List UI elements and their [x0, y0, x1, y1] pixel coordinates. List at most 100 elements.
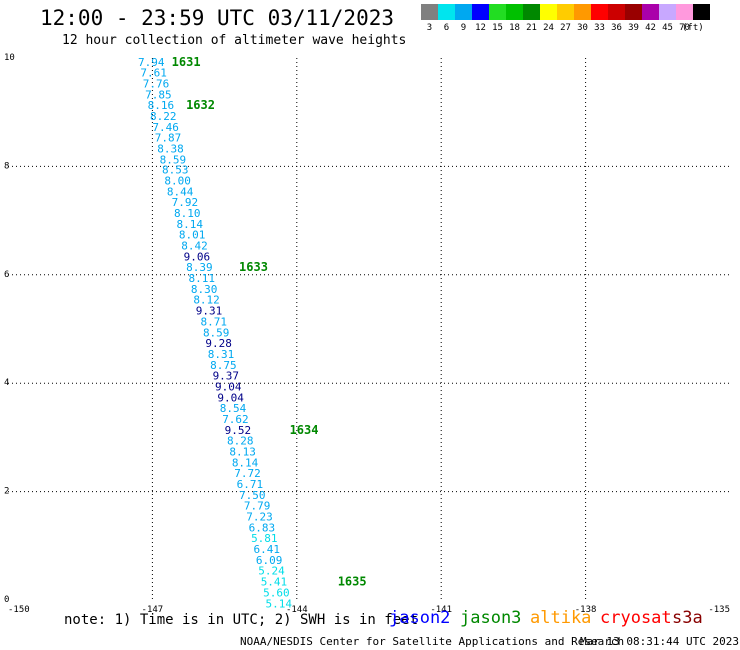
wave-height-label: 7.85: [145, 88, 172, 101]
wave-height-label: 7.76: [143, 77, 170, 90]
wave-height-label: 8.59: [160, 153, 187, 166]
legend-label: 39: [628, 23, 639, 33]
legend-swatch: [421, 4, 438, 20]
x-tick-label: -135: [708, 605, 730, 615]
legend-swatch: [676, 4, 693, 20]
legend-swatch: [642, 4, 659, 20]
legend-swatch: [625, 4, 642, 20]
legend-label: 45: [662, 23, 673, 33]
wave-height-label: 8.38: [157, 143, 184, 156]
wave-height-label: 9.37: [213, 370, 240, 383]
legend-label: 36: [611, 23, 622, 33]
wave-height-label: 9.31: [196, 305, 223, 318]
wave-height-label: 7.72: [234, 467, 261, 480]
satellite-cryosat: cryosat: [600, 608, 672, 628]
wave-height-label: 7.46: [152, 121, 179, 134]
wave-height-label: 8.00: [164, 174, 191, 187]
wave-height-label: 8.71: [201, 315, 228, 328]
wave-height-label: 6.83: [249, 521, 276, 534]
legend-swatch: [455, 4, 472, 20]
legend-label: 24: [543, 23, 554, 33]
satellite-altika: altika: [530, 608, 592, 628]
wave-height-label: 9.28: [205, 337, 232, 350]
legend-swatch: [506, 4, 523, 20]
wave-height-label: 6.41: [253, 543, 279, 556]
legend-swatch: [591, 4, 608, 20]
generated-timestamp: Mar 13 08:31:44 UTC 2023: [580, 635, 739, 648]
chart-subtitle: 12 hour collection of altimeter wave hei…: [62, 33, 407, 48]
legend-swatch: [489, 4, 506, 20]
time-label: 1632: [186, 98, 215, 112]
x-tick-label: -144: [286, 605, 308, 615]
wave-height-label: 7.79: [244, 500, 271, 513]
legend-swatch: [438, 4, 455, 20]
wave-height-label: 8.75: [210, 359, 237, 372]
wave-height-label: 8.30: [191, 283, 218, 296]
wave-height-label: 7.94: [138, 56, 165, 69]
y-tick-label: 6: [4, 270, 9, 280]
legend-label: 42: [645, 23, 656, 33]
wave-height-label: 8.53: [162, 164, 189, 177]
wave-height-label: 7.61: [140, 67, 167, 80]
credit-text: NOAA/NESDIS Center for Satellite Applica…: [240, 635, 625, 648]
legend-label: 12: [475, 23, 486, 33]
y-tick-label: 8: [4, 161, 9, 171]
legend-swatch: [523, 4, 540, 20]
time-label: 1634: [290, 423, 319, 437]
y-tick-label: 10: [4, 53, 15, 63]
wave-height-label: 6.09: [256, 554, 282, 567]
legend-label: 15: [492, 23, 503, 33]
x-tick-label: -138: [575, 605, 597, 615]
y-tick-label: 0: [4, 595, 9, 605]
wave-height-label: 5.60: [263, 586, 290, 599]
legend-swatch: [557, 4, 574, 20]
x-tick-label: -141: [430, 605, 452, 615]
wave-height-label: 8.13: [229, 445, 256, 458]
wave-height-label: 5.24: [258, 565, 285, 578]
wave-height-label: 8.14: [232, 456, 259, 469]
wave-height-label: 8.22: [150, 110, 177, 123]
legend-swatch: [608, 4, 625, 20]
wave-height-label: 8.28: [227, 435, 254, 448]
legend-swatch: [659, 4, 676, 20]
legend-label: 9: [460, 23, 467, 33]
time-label: 1633: [239, 260, 268, 274]
wave-height-label: 8.31: [208, 348, 235, 361]
legend-label: 3: [426, 23, 433, 33]
y-tick-label: 2: [4, 487, 9, 497]
wave-height-label: 8.12: [193, 294, 220, 307]
legend-label: 70: [679, 23, 690, 33]
wave-height-label: 8.59: [203, 326, 230, 339]
wave-height-label: 7.50: [239, 489, 265, 502]
wave-height-label: 5.81: [251, 532, 278, 545]
wave-height-label: 8.10: [174, 207, 201, 220]
footer-note: note: 1) Time is in UTC; 2) SWH is in fe…: [64, 612, 419, 628]
wave-height-label: 9.52: [225, 424, 252, 437]
wave-height-label: 8.11: [189, 272, 216, 285]
satellite-s3a: s3a: [672, 608, 703, 628]
satellite-jason3: jason3: [460, 608, 522, 628]
legend-swatch: [574, 4, 591, 20]
y-tick-label: 4: [4, 378, 9, 388]
time-label: 1635: [338, 575, 367, 589]
wave-height-label: 8.44: [167, 185, 194, 198]
wave-height-label: 7.62: [222, 413, 249, 426]
legend-label: 33: [594, 23, 605, 33]
wave-height-label: 6.71: [237, 478, 264, 491]
legend-label: 27: [560, 23, 571, 33]
wave-height-label: 8.01: [179, 229, 206, 242]
legend-label: 30: [577, 23, 588, 33]
legend-label: 21: [526, 23, 537, 33]
wave-height-label: 5.14: [266, 597, 293, 610]
satellite-jason2: jason2: [389, 608, 451, 628]
legend-swatch: [472, 4, 489, 20]
wave-height-label: 8.14: [176, 218, 203, 231]
x-tick-label: -150: [8, 605, 30, 615]
wave-height-label: 7.23: [246, 511, 273, 524]
chart-title: 12:00 - 23:59 UTC 03/11/2023: [40, 6, 395, 30]
legend-label: 6: [443, 23, 450, 33]
time-label: 1631: [172, 55, 201, 69]
wave-height-label: 8.16: [148, 99, 175, 112]
wave-height-label: 9.04: [217, 391, 244, 404]
wave-height-label: 9.04: [215, 380, 242, 393]
